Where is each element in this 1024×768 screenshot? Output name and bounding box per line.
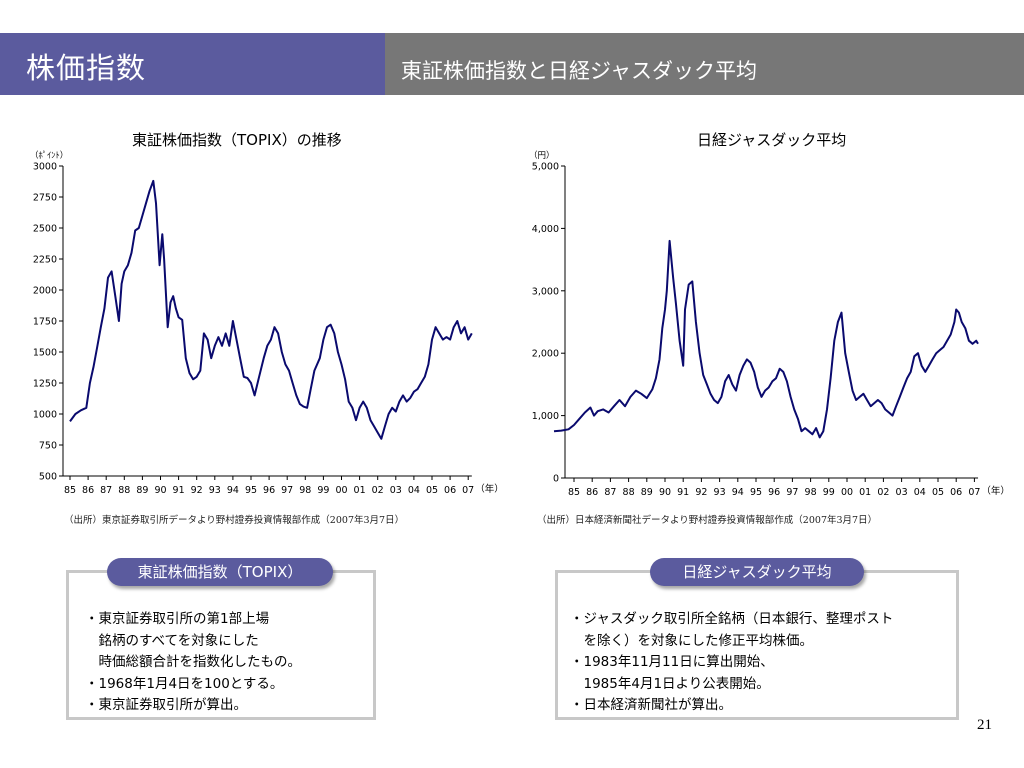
- topix-x-tick-label: 85: [64, 485, 76, 496]
- topix-y-tick-label: 2750: [33, 193, 57, 204]
- topix-x-tick-label: 03: [390, 485, 402, 496]
- topix-x-tick-label: 93: [209, 485, 221, 496]
- topix-y-tick-label: 2250: [33, 255, 57, 266]
- jasdaq-y-unit-label: （円）: [529, 150, 555, 161]
- topix-x-tick-label: 89: [136, 485, 148, 496]
- jasdaq-x-tick-label: 05: [932, 487, 944, 498]
- jasdaq-x-tick-label: 01: [859, 487, 871, 498]
- header-title-band: 株価指数: [0, 33, 385, 95]
- jasdaq-x-tick-label: 04: [914, 487, 926, 498]
- jasdaq-x-tick-label: 93: [714, 487, 726, 498]
- topix-x-tick-label: 94: [227, 485, 239, 496]
- jasdaq-x-tick-label: 07: [968, 487, 980, 498]
- topix-y-tick-label: 750: [39, 441, 57, 452]
- topix-y-tick-label: 2500: [33, 224, 57, 235]
- jasdaq-chart: 0 1,000 2,000 3,000 4,000 5,000 85 86 87 88 89 90 91…: [529, 150, 1010, 498]
- topix-y-tick-label: 1250: [33, 379, 57, 390]
- topix-x-tick-label: 97: [281, 485, 293, 496]
- jasdaq-description-line: ・1983年11月11日に算出開始、: [570, 654, 774, 670]
- jasdaq-x-tick-label: 94: [732, 487, 744, 498]
- jasdaq-description-line: ・日本経済新聞社が算出。: [570, 697, 732, 713]
- header-subtitle-band: 東証株価指数と日経ジャスダック平均: [385, 33, 1024, 95]
- topix-x-tick-label: 00: [335, 485, 347, 496]
- jasdaq-x-tick-label: 95: [750, 487, 762, 498]
- jasdaq-x-tick-label: 03: [896, 487, 908, 498]
- jasdaq-x-tick-label: 90: [659, 487, 671, 498]
- topix-description-box: ・東京証券取引所の第1部上場 銘柄のすべてを対象にした 時価総額合計を指数化した…: [66, 570, 376, 720]
- page-number: 21: [977, 717, 992, 733]
- topix-x-tick-label: 01: [354, 485, 366, 496]
- topix-chart-title: 東証株価指数（TOPIX）の推移: [132, 131, 342, 149]
- jasdaq-y-tick-label: 2,000: [532, 349, 559, 360]
- jasdaq-x-tick-label: 99: [823, 487, 835, 498]
- topix-x-tick-label: 88: [118, 485, 130, 496]
- jasdaq-x-tick-label: 87: [604, 487, 616, 498]
- topix-x-tick-label: 87: [100, 485, 112, 496]
- header-title: 株価指数: [26, 51, 147, 85]
- topix-description-line: ・東京証券取引所が算出。: [85, 697, 247, 713]
- jasdaq-y-tick-label: 4,000: [532, 224, 559, 235]
- topix-y-tick-label: 1500: [33, 348, 57, 359]
- topix-y-tick-label: 1750: [33, 317, 57, 328]
- header-subtitle: 東証株価指数と日経ジャスダック平均: [401, 59, 757, 83]
- topix-x-tick-label: 90: [154, 485, 166, 496]
- topix-y-tick-label: 1000: [33, 410, 57, 421]
- topix-y-tick-label: 2000: [33, 286, 57, 297]
- jasdaq-y-tick-label: 0: [553, 474, 559, 485]
- topix-description-line: 時価総額合計を指数化したもの。: [85, 654, 301, 670]
- jasdaq-x-tick-label: 00: [841, 487, 853, 498]
- jasdaq-chart-title: 日経ジャスダック平均: [697, 131, 847, 149]
- jasdaq-description-lines: ・ジャスダック取引所全銘柄（日本銀行、整理ポスト を除く）を対象にした修正平均株…: [570, 609, 893, 717]
- topix-x-tick-label: 99: [317, 485, 329, 496]
- topix-x-tick-label: 98: [299, 485, 311, 496]
- topix-description-line: ・東京証券取引所の第1部上場: [85, 611, 270, 627]
- jasdaq-description-line: 1985年4月1日より公表開始。: [570, 675, 770, 692]
- jasdaq-description-line: ・ジャスダック取引所全銘柄（日本銀行、整理ポスト: [570, 611, 894, 627]
- jasdaq-x-tick-label: 91: [677, 487, 689, 498]
- topix-description-lines: ・東京証券取引所の第1部上場 銘柄のすべてを対象にした 時価総額合計を指数化した…: [85, 609, 301, 717]
- jasdaq-chart-source: （出所）日本経済新聞社データより野村證券投資情報部作成（2007年3月7日）: [537, 515, 878, 526]
- jasdaq-x-tick-label: 92: [695, 487, 707, 498]
- jasdaq-y-tick-label: 1,000: [532, 411, 559, 422]
- topix-x-tick-label: 07: [462, 485, 474, 496]
- jasdaq-x-tick-label: 86: [586, 487, 598, 498]
- topix-y-tick-label: 500: [39, 472, 57, 483]
- jasdaq-x-tick-label: 89: [641, 487, 653, 498]
- topix-y-tick-label: 3000: [33, 162, 57, 173]
- topix-x-tick-label: 05: [426, 485, 438, 496]
- jasdaq-description-line: を除く）を対象にした修正平均株価。: [570, 632, 813, 649]
- jasdaq-x-tick-label: 85: [568, 487, 580, 498]
- jasdaq-x-tick-label: 98: [805, 487, 817, 498]
- topix-x-tick-label: 95: [245, 485, 257, 496]
- topix-label-pill: 東証株価指数（TOPIX）: [107, 558, 333, 586]
- jasdaq-series-line: [553, 239, 979, 439]
- topix-x-tick-label: 92: [191, 485, 203, 496]
- topix-x-tick-label: 02: [372, 485, 384, 496]
- topix-x-tick-label: 86: [82, 485, 94, 496]
- topix-x-tick-label: 06: [444, 485, 456, 496]
- topix-chart: 500 750 1000 1250 1500 1750 2000 2250 2500 2750 30…: [30, 150, 504, 496]
- jasdaq-x-unit-label: （年）: [981, 485, 1010, 497]
- topix-x-tick-label: 04: [408, 485, 420, 496]
- topix-description-line: 銘柄のすべてを対象にした: [85, 632, 259, 649]
- jasdaq-label-pill: 日経ジャスダック平均: [650, 558, 864, 586]
- topix-series-line: [69, 179, 473, 440]
- topix-chart-source: （出所）東京証券取引所データより野村證券投資情報部作成（2007年3月7日）: [64, 515, 405, 526]
- jasdaq-x-tick-label: 06: [950, 487, 962, 498]
- jasdaq-x-tick-label: 88: [623, 487, 635, 498]
- jasdaq-x-tick-label: 97: [786, 487, 798, 498]
- jasdaq-x-tick-label: 02: [877, 487, 889, 498]
- topix-x-tick-label: 96: [263, 485, 275, 496]
- jasdaq-y-tick-label: 3,000: [532, 286, 559, 297]
- jasdaq-y-tick-label: 5,000: [532, 162, 559, 173]
- jasdaq-x-tick-label: 96: [768, 487, 780, 498]
- topix-x-unit-label: （年）: [475, 483, 504, 495]
- topix-x-tick-label: 91: [173, 485, 185, 496]
- topix-description-line: ・1968年1月4日を100とする。: [85, 675, 284, 692]
- topix-y-unit-label: （ﾎﾟｲﾝﾄ）: [30, 150, 68, 161]
- jasdaq-description-box: ・ジャスダック取引所全銘柄（日本銀行、整理ポスト を除く）を対象にした修正平均株…: [555, 570, 959, 720]
